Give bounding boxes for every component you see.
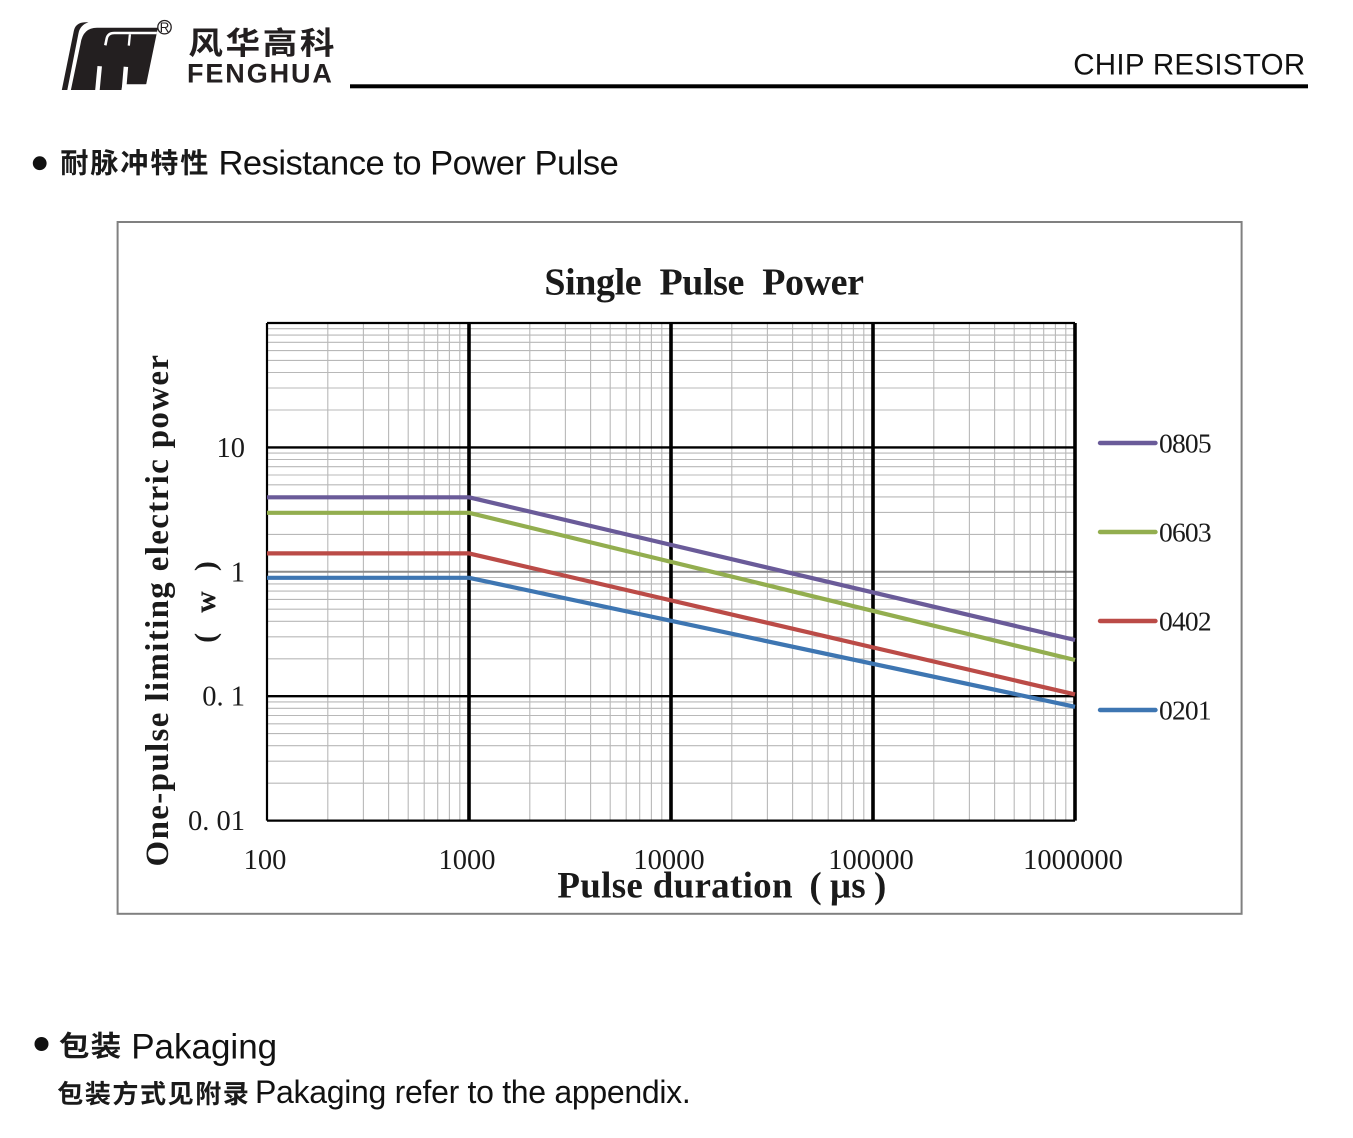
svg-text:10000: 10000 — [633, 845, 704, 876]
svg-text:1000: 1000 — [439, 845, 496, 876]
svg-text:1: 1 — [231, 557, 245, 588]
svg-text:R: R — [160, 20, 170, 35]
svg-text:CHIP RESISTOR: CHIP RESISTOR — [1073, 49, 1305, 82]
svg-text:Single Pulse Power: Single Pulse Power — [544, 262, 864, 304]
svg-text:0. 1: 0. 1 — [202, 682, 245, 713]
svg-text:Resistance to Power Pulse: Resistance to Power Pulse — [219, 145, 619, 183]
svg-text:Pulse duration (μs): Pulse duration (μs) — [557, 866, 886, 907]
svg-text:Pakaging: Pakaging — [131, 1028, 277, 1067]
svg-text:One-pulse limiting electric po: One-pulse limiting electric power — [140, 354, 176, 867]
svg-text:100: 100 — [244, 845, 287, 876]
svg-text:FENGHUA: FENGHUA — [187, 59, 334, 89]
svg-text:Pakaging refer to the appendix: Pakaging refer to the appendix. — [255, 1074, 690, 1110]
svg-text:0603: 0603 — [1159, 517, 1211, 548]
svg-text:1000000: 1000000 — [1023, 845, 1123, 876]
svg-text:10: 10 — [217, 433, 246, 464]
svg-text:0402: 0402 — [1159, 606, 1211, 637]
svg-text:0. 01: 0. 01 — [188, 806, 245, 837]
svg-text:0805: 0805 — [1159, 428, 1211, 459]
svg-text:100000: 100000 — [828, 845, 914, 876]
svg-text:(w): (w) — [189, 561, 222, 643]
svg-text:0201: 0201 — [1159, 695, 1211, 726]
